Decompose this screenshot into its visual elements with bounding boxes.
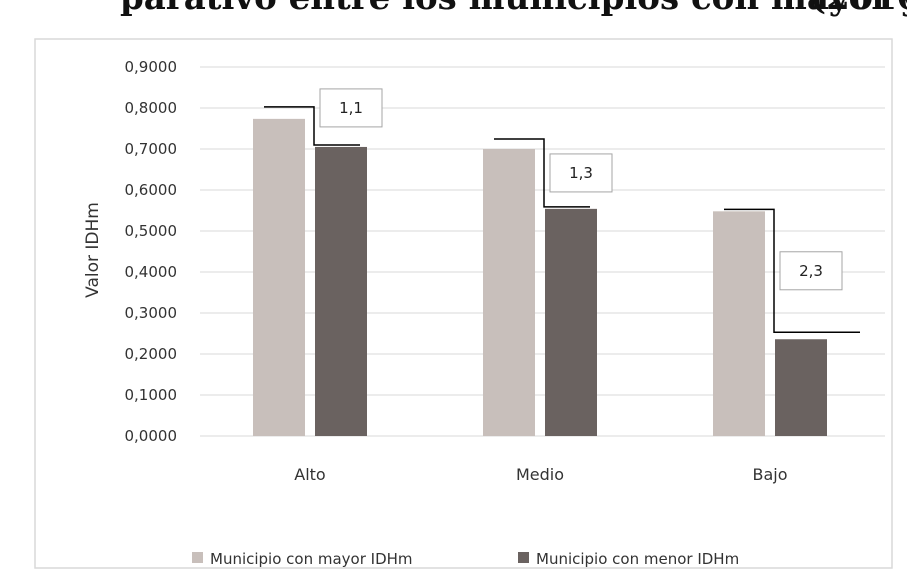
y-tick-label: 0,9000 bbox=[125, 58, 178, 76]
ratio-bracket bbox=[494, 138, 590, 208]
x-category-label: Bajo bbox=[752, 465, 787, 484]
y-tick-label: 0,2000 bbox=[125, 345, 178, 363]
ratio-label-box bbox=[549, 153, 613, 193]
y-tick-label: 0,0000 bbox=[125, 427, 178, 445]
ratio-label-box bbox=[779, 251, 843, 291]
y-tick-label: 0,4000 bbox=[125, 263, 178, 281]
y-tick-label: 0,3000 bbox=[125, 304, 178, 322]
caption-left: parativo entre los municipios con mayor … bbox=[120, 0, 907, 18]
bar-menor bbox=[775, 339, 827, 436]
ratio-label: 1,1 bbox=[339, 99, 363, 117]
bar-mayor bbox=[253, 118, 305, 437]
y-tick-label: 0,6000 bbox=[125, 181, 178, 199]
y-axis-ticks: 0,0000 0,1000 0,2000 0,3000 0,4000 0,5000 0,60… bbox=[125, 58, 178, 445]
bar-menor bbox=[545, 208, 597, 436]
y-axis-label: Valor IDHm bbox=[83, 202, 103, 298]
ratio-brackets: 1,1 1,3 2,3 bbox=[264, 88, 860, 333]
bars bbox=[253, 118, 827, 437]
bar-mayor bbox=[713, 211, 765, 436]
page-caption: parativo entre los municipios con mayor … bbox=[0, 0, 907, 18]
ratio-label: 1,3 bbox=[569, 164, 593, 182]
legend-label-mayor: Municipio con mayor IDHm bbox=[210, 550, 413, 568]
bar-mayor bbox=[483, 149, 535, 436]
y-tick-label: 0,1000 bbox=[125, 386, 178, 404]
legend-label-menor: Municipio con menor IDHm bbox=[536, 550, 739, 568]
y-tick-label: 0,8000 bbox=[125, 99, 178, 117]
caption-right: (2010) bbox=[810, 0, 907, 18]
bar-menor bbox=[315, 146, 367, 436]
legend-swatch-menor bbox=[518, 552, 529, 563]
y-tick-label: 0,5000 bbox=[125, 222, 178, 240]
ratio-bracket bbox=[264, 106, 360, 146]
ratio-label-box bbox=[319, 88, 383, 128]
ratio-label: 2,3 bbox=[799, 262, 823, 280]
legend-swatch-mayor bbox=[192, 552, 203, 563]
ratio-bracket bbox=[724, 208, 860, 333]
x-axis-categories: Alto Medio Bajo bbox=[294, 465, 787, 484]
chart-frame bbox=[34, 38, 893, 569]
legend: Municipio con mayor IDHm Municipio con m… bbox=[192, 550, 739, 568]
x-category-label: Alto bbox=[294, 465, 325, 484]
y-tick-label: 0,7000 bbox=[125, 140, 178, 158]
x-category-label: Medio bbox=[516, 465, 564, 484]
